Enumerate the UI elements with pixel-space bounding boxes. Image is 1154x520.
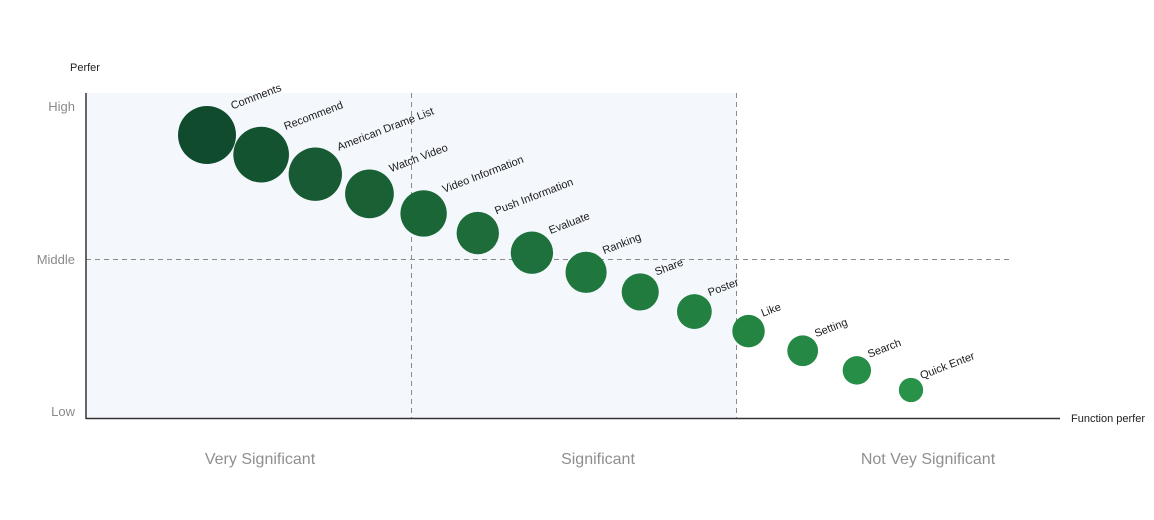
category-significant: Significant [561, 451, 635, 468]
bubble-evaluate [510, 231, 554, 274]
bubble-label: Quick Enter [918, 350, 976, 382]
bubble-ranking [565, 251, 607, 293]
y-tick-high: High [48, 99, 75, 114]
bubble-setting [787, 335, 819, 367]
category-very-significant: Very Significant [205, 451, 316, 468]
bubble-poster [676, 294, 712, 329]
bubble-recommend [233, 126, 289, 183]
x-axis-label: Function perfer [1071, 413, 1145, 425]
bubble-label: Search [866, 337, 903, 361]
y-tick-middle: Middle [37, 252, 75, 267]
bubble-push-information [456, 211, 499, 255]
category-not-very-significant: Not Vey Significant [861, 451, 996, 468]
bubble-american-drame-list [288, 147, 342, 201]
bubble-label: Setting [813, 317, 849, 340]
bubble-video-information [400, 190, 447, 237]
bubble-comments [178, 106, 236, 164]
y-axis-label: Perfer [70, 62, 100, 74]
bubble-like [732, 314, 765, 348]
bubble-search [842, 356, 872, 385]
y-tick-low: Low [51, 404, 75, 419]
bubble-watch-video [345, 169, 394, 219]
bubble-quick-enter [898, 377, 924, 403]
bubble-share [621, 273, 659, 311]
bubble-label: Like [760, 301, 783, 319]
